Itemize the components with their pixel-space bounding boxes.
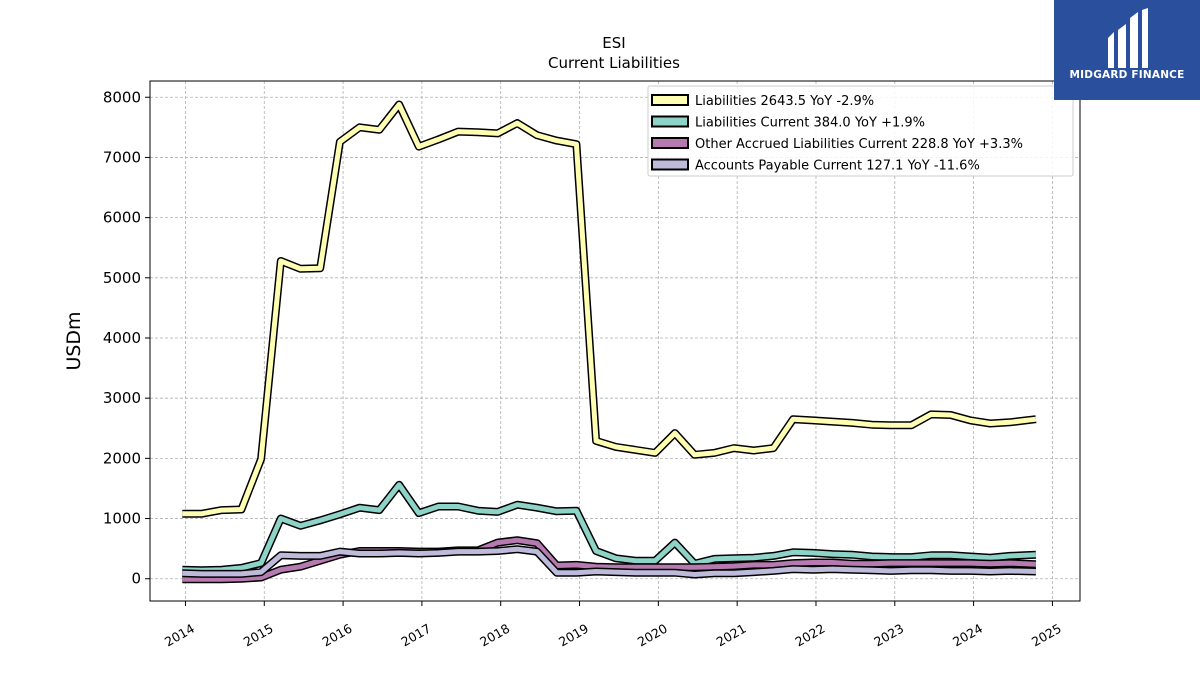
series-areas	[182, 100, 1037, 584]
plot-frame	[149, 80, 1081, 602]
legend: Liabilities 2643.5 YoY -2.9% Liabilities …	[647, 85, 1074, 177]
legend-label: Accounts Payable Current 127.1 YoY -11.6…	[695, 159, 980, 174]
legend-swatch	[651, 94, 689, 106]
x-tick-label: 2022	[792, 621, 827, 650]
y-axis-label: USDm	[63, 311, 85, 370]
x-tick-label: 2023	[871, 621, 906, 650]
x-tick-label: 2021	[714, 621, 749, 650]
y-tick-label: 8000	[103, 88, 141, 106]
chart-subtitle: Current Liabilities	[548, 54, 680, 72]
legend-label: Other Accrued Liabilities Current 228.8 …	[695, 137, 1023, 152]
y-tick-label: 6000	[103, 209, 141, 227]
x-tick-label: 2024	[950, 621, 985, 650]
x-tick-label: 2015	[241, 621, 276, 650]
y-tick-label: 0	[131, 570, 141, 588]
brand-name: MIDGARD FINANCE	[1069, 69, 1185, 81]
brand-logo: MIDGARD FINANCE	[1054, 0, 1200, 100]
y-tick-label: 3000	[103, 389, 141, 407]
x-tick-label: 2025	[1029, 621, 1064, 650]
x-tick-label: 2014	[162, 621, 197, 650]
axes: 0 1000 2000 3000 4000 5000 6000 7000 8000 2014 201…	[103, 80, 1081, 650]
y-tick-label: 7000	[103, 148, 141, 166]
x-tick-label: 2018	[477, 621, 512, 650]
series-line	[182, 102, 1037, 517]
logo-mark-icon	[1108, 8, 1148, 68]
x-tick-label: 2016	[320, 621, 355, 650]
legend-swatch	[651, 115, 689, 128]
legend-label: Liabilities Current 384.0 YoY +1.9%	[695, 116, 925, 131]
x-tick-label: 2017	[398, 621, 433, 650]
legend-swatch	[651, 158, 689, 171]
chart-title: ESI	[602, 34, 625, 52]
series-line	[182, 482, 1037, 573]
legend-swatch	[651, 137, 689, 149]
y-tick-label: 2000	[103, 449, 141, 467]
legend-label: Liabilities 2643.5 YoY -2.9%	[695, 94, 874, 109]
x-tick-label: 2019	[556, 621, 591, 650]
y-tick-label: 5000	[103, 269, 141, 287]
y-tick-label: 1000	[103, 510, 141, 528]
y-tick-label: 4000	[103, 329, 141, 347]
x-tick-label: 2020	[635, 621, 670, 650]
series-line	[182, 546, 1036, 577]
legend-box	[647, 85, 1074, 177]
series-line	[182, 537, 1037, 582]
